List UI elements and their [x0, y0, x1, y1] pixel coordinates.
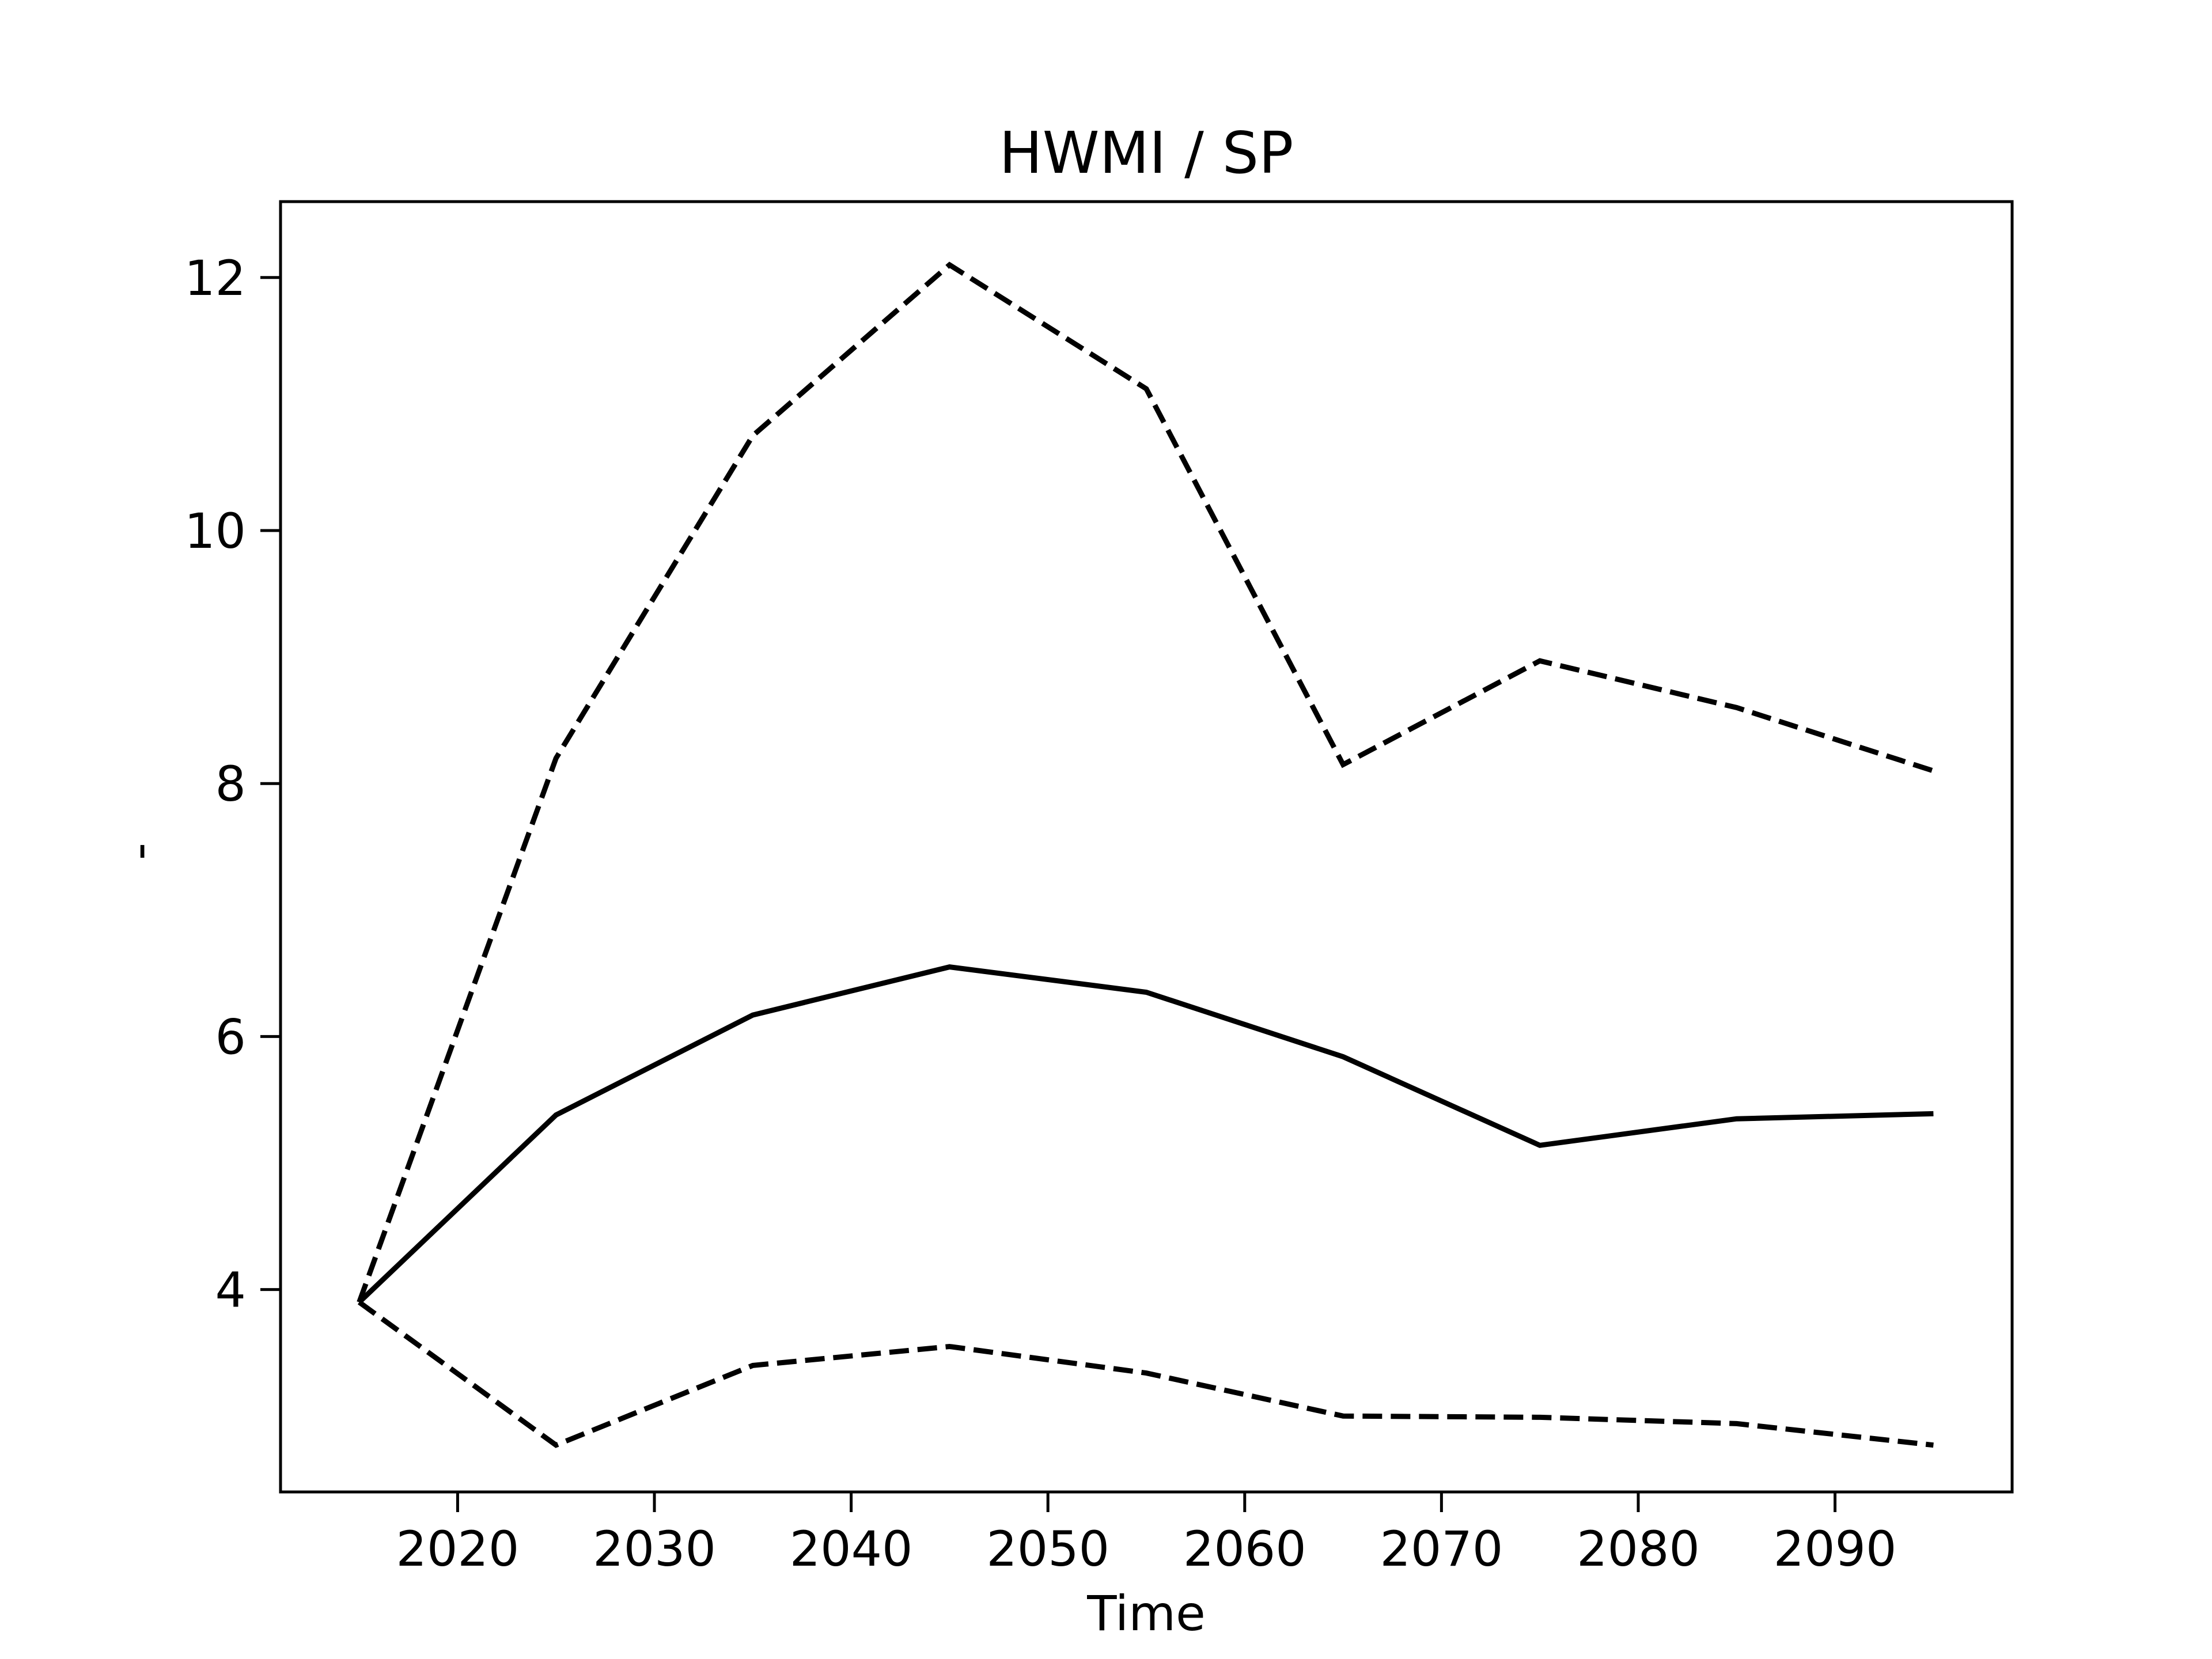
plot-area	[279, 200, 2014, 1494]
y-axis-label: -	[111, 843, 167, 860]
series-layer	[357, 262, 1934, 1448]
x-tick-label-2060: 2060	[1183, 1521, 1306, 1577]
y-tick-label-12: 12	[184, 250, 246, 306]
x-axis-label: Time	[1086, 1585, 1206, 1642]
plot-frame	[279, 200, 2014, 1494]
x-tick-label-2050: 2050	[986, 1521, 1109, 1577]
y-tick-label-6: 6	[215, 1009, 246, 1065]
series-line-2	[357, 964, 1934, 1304]
series-line-3	[357, 1300, 1934, 1448]
y-axis: 4 6 8 10 12	[184, 250, 281, 1319]
x-tick-label-2090: 2090	[1774, 1521, 1897, 1577]
x-tick-label-2080: 2080	[1577, 1521, 1700, 1577]
chart-title: HWMI / SP	[999, 119, 1294, 187]
x-tick-label-2070: 2070	[1380, 1521, 1503, 1577]
y-tick-label-4: 4	[215, 1262, 246, 1319]
series-line-1	[357, 262, 1934, 1304]
y-tick-label-8: 8	[215, 756, 246, 812]
x-tick-label-2030: 2030	[593, 1521, 716, 1577]
y-tick-label-10: 10	[184, 503, 246, 559]
x-axis: 2020 2030 2040 2050 2060 2070 2080 2090	[396, 1492, 1897, 1577]
x-tick-label-2020: 2020	[396, 1521, 520, 1577]
x-tick-label-2040: 2040	[790, 1521, 913, 1577]
